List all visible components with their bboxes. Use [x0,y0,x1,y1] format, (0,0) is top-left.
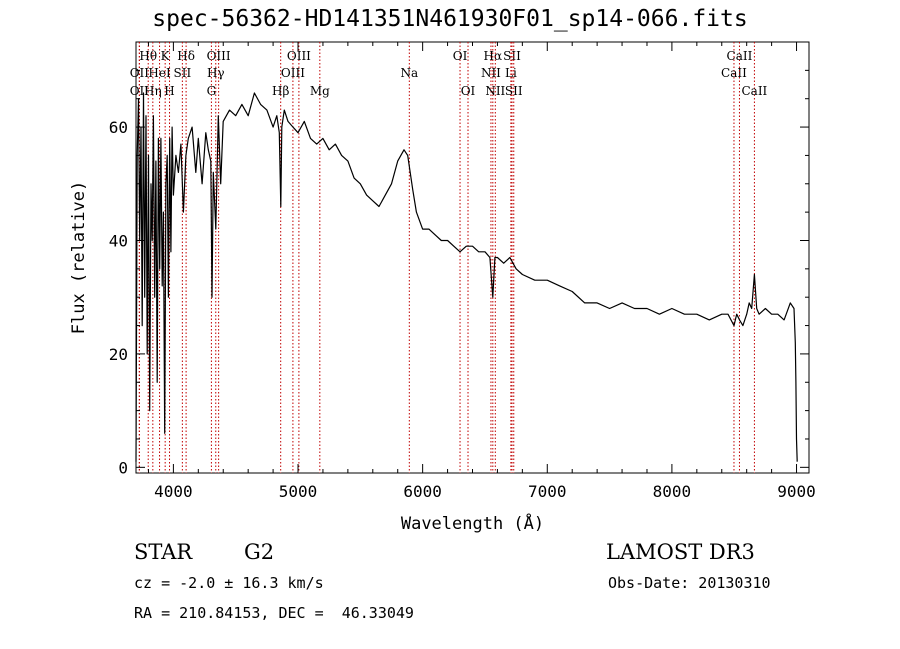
x-tick-label-2: 6000 [403,482,442,501]
line-label-25: CaII [721,66,747,80]
y-axis-label: Flux (relative) [69,181,89,335]
line-label-15: Mg [310,84,330,98]
y-tick-label-0: 0 [118,458,128,477]
flux-series-line [135,92,798,462]
object-class: STAR [134,540,193,564]
line-label-20: Hα [484,49,503,63]
y-tick-label-2: 40 [109,231,128,250]
line-label-8: H [164,84,174,98]
x-tick-label-1: 5000 [279,482,318,501]
x-tick-label-3: 7000 [528,482,567,501]
plot-frame [135,41,810,474]
line-label-2: OII [130,84,150,98]
line-label-7: Hδ [177,49,195,63]
line-label-16: Na [400,66,418,80]
x-axis-label: Wavelength (Å) [401,512,544,534]
line-label-10: Hγ [207,66,225,80]
line-label-13: OIII [281,66,305,80]
line-label-11: G [207,84,217,98]
line-label-3: Hη [144,84,162,98]
object-subclass: G2 [244,540,275,564]
line-label-18: OI [461,84,476,98]
line-label-0: OII [130,66,150,80]
radec-readout: RA = 210.84153, DEC = 46.33049 [134,604,414,622]
chart-title: spec-56362-HD141351N461930F01_sp14-066.f… [152,6,748,32]
line-label-22: SII [503,49,521,63]
line-label-27: CaII [741,84,767,98]
x-tick-label-0: 4000 [154,482,193,501]
line-label-14: OIII [287,49,311,63]
line-label-23: Li [505,66,517,80]
line-label-9: OIII [207,49,231,63]
line-label-21: NII [485,84,505,98]
survey-name: LAMOST DR3 [606,540,755,564]
y-tick-label-3: 60 [109,118,128,137]
line-label-26: CaII [727,49,753,63]
line-label-24: SII [505,84,523,98]
obs-date: Obs-Date: 20130310 [608,574,771,592]
line-label-1: Hθ [139,49,157,63]
line-label-12: Hβ [272,84,289,98]
x-tick-label-4: 8000 [653,482,692,501]
line-label-6: SII [174,66,192,80]
x-tick-label-5: 9000 [777,482,816,501]
y-tick-label-1: 20 [109,345,128,364]
redshift-readout: cz = -2.0 ± 16.3 km/s [134,574,324,592]
line-label-4: HeI [148,66,171,80]
line-label-5: K [161,49,171,63]
line-label-17: OI [453,49,468,63]
line-label-19: NII [481,66,501,80]
